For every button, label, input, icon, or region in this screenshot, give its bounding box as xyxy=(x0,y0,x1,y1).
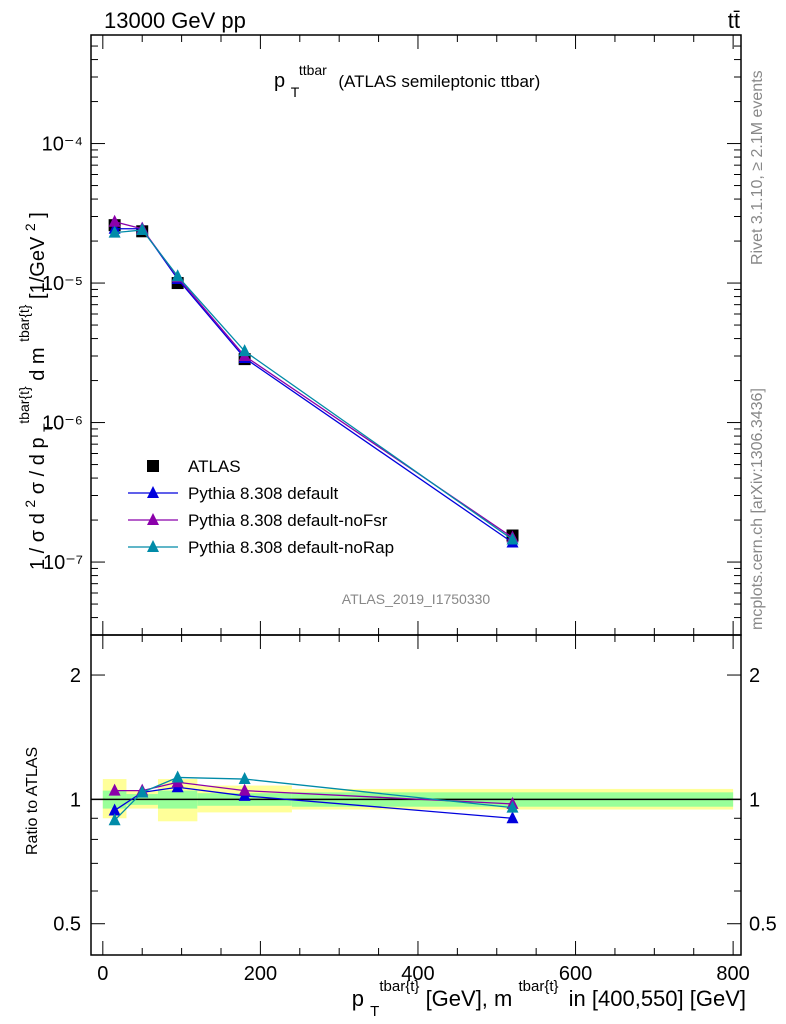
mcplots-label: mcplots.cern.ch [arXiv:1306.3436] xyxy=(749,388,766,630)
title-sup-ttbar: ttbar xyxy=(299,62,327,78)
legend: ATLAS Pythia 8.308 default Pythia 8.308 de… xyxy=(128,457,394,557)
ratio-point xyxy=(108,783,121,796)
main-y-tick-label: 10⁻⁵ xyxy=(42,273,83,295)
ratio-point xyxy=(108,813,121,826)
ratio-panel-series xyxy=(108,770,519,826)
legend-label: Pythia 8.308 default xyxy=(188,484,339,503)
legend-marker xyxy=(147,460,159,472)
x-tick-label: 800 xyxy=(716,963,749,985)
ratio-uncertainty-bands xyxy=(91,779,741,822)
ratio-y-tick-label-right: 1 xyxy=(749,789,760,811)
x-tick-label: 600 xyxy=(559,963,592,985)
legend-label: ATLAS xyxy=(188,457,241,476)
analysis-watermark: ATLAS_2019_I1750330 xyxy=(342,591,491,607)
mc-point xyxy=(108,225,121,238)
legend-marker xyxy=(147,486,159,498)
header-process-label: tt̄ xyxy=(728,8,740,33)
header-energy-label: 13000 GeV pp xyxy=(104,8,246,33)
x-tick-label: 200 xyxy=(244,963,277,985)
ratio-point xyxy=(506,800,519,813)
title-rest: (ATLAS semileptonic ttbar) xyxy=(338,72,540,91)
ratio-y-tick-label: 1 xyxy=(70,789,81,811)
ratio-y-tick-label-right: 0.5 xyxy=(749,914,777,936)
main-title: p T ttbar (ATLAS semileptonic ttbar) xyxy=(274,58,540,102)
mc-point xyxy=(171,269,184,282)
x-axis-label: p T tbar{t} [GeV], m tbar{t} in [400,550… xyxy=(352,971,746,1021)
ratio-y-axis-label: Ratio to ATLAS xyxy=(24,747,41,855)
mc-point xyxy=(136,223,149,236)
ratio-y-tick-label-right: 2 xyxy=(749,665,760,687)
title-sub-t: T xyxy=(291,84,300,100)
ratio-point xyxy=(108,803,121,816)
ratio-point xyxy=(136,785,149,798)
main-panel-series xyxy=(108,214,519,548)
x-tick-label: 0 xyxy=(97,963,108,985)
ratio-point xyxy=(238,772,251,785)
ratio-point xyxy=(238,783,251,796)
ratio-point xyxy=(171,770,184,783)
main-y-tick-label: 10⁻⁴ xyxy=(42,134,83,156)
legend-label: Pythia 8.308 default-noRap xyxy=(188,538,394,557)
main-y-axis-label: 1 / σ d 2 σ / d p T tbar{t} d m tbar{t} … xyxy=(12,212,58,570)
x-tick-label: 400 xyxy=(401,963,434,985)
main-y-tick-label: 10⁻⁶ xyxy=(42,413,83,435)
main-y-tick-label: 10⁻⁷ xyxy=(43,552,83,574)
legend-marker xyxy=(147,513,159,525)
ratio-point xyxy=(506,811,519,824)
title-p: p xyxy=(274,70,285,92)
ratio-y-tick-label: 2 xyxy=(70,665,81,687)
legend-marker xyxy=(147,540,159,552)
ratio-panel-frame xyxy=(90,634,742,956)
ratio-y-tick-label: 0.5 xyxy=(53,914,81,936)
main-panel-ticks: 10⁻⁷ 10⁻⁶ 10⁻⁵ 10⁻⁴ xyxy=(42,35,741,636)
mc-point xyxy=(108,214,121,227)
legend-label: Pythia 8.308 default-noFsr xyxy=(188,511,388,530)
mc-point xyxy=(238,344,251,357)
ratio-panel-ticks: 0.5 0.5 1 1 2 2 0 200 400 600 800 xyxy=(53,635,777,985)
rivet-version-label: Rivet 3.1.10, ≥ 2.1M events xyxy=(749,70,766,265)
mc-point xyxy=(506,532,519,545)
